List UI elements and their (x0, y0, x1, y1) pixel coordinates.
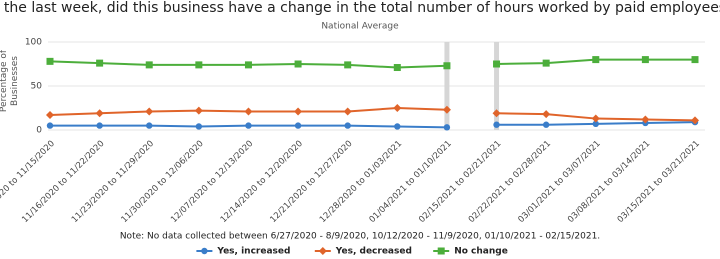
legend-label: No change (454, 247, 508, 257)
marker (294, 107, 303, 116)
marker (46, 57, 54, 65)
marker (443, 124, 451, 131)
x-tick-label: 12/14/2020 to 12/20/2020 (219, 139, 305, 225)
x-tick-label: 03/15/2021 to 03/21/2021 (616, 139, 702, 225)
marker (641, 115, 650, 124)
marker (244, 107, 253, 116)
marker (641, 56, 649, 64)
marker (46, 111, 54, 120)
x-tick-label: 03/01/2021 to 03/07/2021 (516, 139, 602, 225)
marker (96, 59, 104, 67)
marker (442, 105, 451, 114)
marker (343, 107, 352, 116)
marker (591, 114, 600, 123)
marker (493, 121, 500, 128)
x-tick-label: 02/22/2021 to 02/28/2021 (467, 139, 553, 225)
x-tick-label: 11/30/2020 to 12/06/2020 (120, 139, 206, 225)
marker (195, 123, 203, 130)
marker (493, 60, 501, 68)
marker (194, 106, 203, 115)
legend-label: Yes, decreased (335, 247, 412, 257)
note: Note: No data collected between 6/27/202… (120, 232, 600, 242)
chart-subtitle: National Average (321, 22, 399, 32)
marker (542, 110, 551, 119)
x-tick-label: 02/15/2021 to 02/21/2021 (417, 139, 503, 225)
y-tick-label: 100 (25, 38, 42, 48)
x-tick-label: 12/28/2020 to 01/03/2021 (318, 139, 404, 225)
x-tick-label: 01/04/2021 to 01/10/2021 (368, 139, 454, 225)
x-tick-label: 03/08/2021 to 03/14/2021 (566, 139, 652, 225)
marker (344, 122, 351, 129)
marker (437, 247, 445, 255)
marker (592, 120, 599, 128)
y-tick-label: 50 (31, 82, 43, 92)
marker (244, 61, 252, 69)
chart-title: In the last week, did this business have… (0, 0, 720, 16)
x-tick-label: 12/07/2020 to 12/13/2020 (169, 139, 255, 225)
marker (146, 122, 153, 129)
marker (393, 104, 402, 112)
marker (46, 122, 54, 129)
marker (145, 107, 154, 116)
x-tick-label: 11/23/2020 to 11/29/2020 (70, 139, 156, 225)
break-band (444, 42, 450, 130)
marker (245, 122, 252, 129)
y-tick-label: 0 (36, 126, 42, 136)
marker (443, 62, 451, 70)
marker (542, 121, 550, 128)
marker (145, 61, 153, 69)
marker (318, 247, 327, 255)
marker (393, 64, 401, 72)
marker (195, 61, 203, 69)
x-tick-label: 12/21/2020 to 12/27/2020 (268, 139, 354, 225)
marker (492, 109, 501, 118)
y-axis-label: Percentage of Businesses (0, 49, 20, 113)
legend-label: Yes, increased (216, 247, 290, 257)
marker (294, 60, 302, 68)
x-tick-label: 11/16/2020 to 11/22/2020 (20, 139, 106, 225)
marker (344, 61, 352, 69)
break-band (494, 42, 500, 130)
marker (691, 116, 699, 125)
marker (95, 109, 104, 118)
marker (96, 122, 103, 129)
marker (592, 56, 600, 64)
marker (394, 123, 401, 130)
marker (542, 59, 550, 67)
marker (201, 247, 208, 255)
marker (294, 122, 302, 129)
marker (691, 56, 699, 64)
